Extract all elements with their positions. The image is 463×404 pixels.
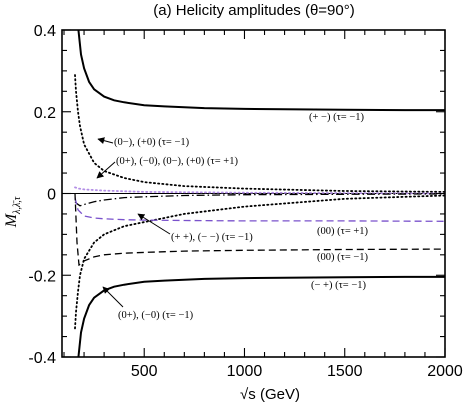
x-axis-label: √s (GeV) bbox=[240, 386, 300, 403]
series-line-0 bbox=[77, 30, 445, 112]
annotation-layer: (+ −) (τ= −1) (0−), (+0) (τ= −1) (0+), (−0… bbox=[96, 112, 369, 321]
y-tick-label: 0.2 bbox=[34, 105, 56, 122]
series-line-7 bbox=[74, 193, 445, 267]
series-line-4 bbox=[74, 186, 445, 195]
series-line-5 bbox=[74, 193, 445, 207]
svg-text:Mλ,λ̄,τ: Mλ,λ̄,τ bbox=[3, 196, 23, 228]
x-tick-label: 500 bbox=[131, 363, 158, 380]
annotation-label-1: (0−), (+0) (τ= −1) bbox=[114, 137, 190, 148]
y-tick-label: 0 bbox=[47, 187, 56, 204]
x-tick-label: 1000 bbox=[227, 363, 263, 380]
series-layer bbox=[62, 30, 445, 357]
y-axis-label-main: M bbox=[3, 212, 20, 228]
annotation-label-5: (00) (τ= −1) bbox=[317, 252, 369, 263]
y-tick-label: 0.4 bbox=[34, 23, 56, 40]
annotation-label-2: (0+), (−0), (0−), (+0) (τ= +1) bbox=[116, 156, 238, 167]
axis-layer: 500 1000 1500 2000 -0.4 -0.2 0 0.2 0.4 bbox=[28, 23, 462, 380]
annotation-label-7: (0+), (−0) (τ= −1) bbox=[118, 310, 194, 321]
chart-title: (a) Helicity amplitudes (θ=90°) bbox=[153, 2, 355, 19]
y-axis-label-subscript: λ,λ̄,τ bbox=[12, 196, 23, 215]
annotation-label-4: (00) (τ= +1) bbox=[317, 226, 369, 237]
y-tick-label: -0.2 bbox=[28, 268, 56, 285]
annotation-arrow-7 bbox=[102, 286, 124, 308]
annotation-arrow-1 bbox=[97, 137, 114, 145]
annotation-label-0: (+ −) (τ= −1) bbox=[309, 112, 365, 123]
series-line-2 bbox=[74, 74, 445, 193]
annotation-arrow-3 bbox=[137, 213, 171, 235]
annotation-label-6: (− +) (τ= −1) bbox=[311, 280, 367, 291]
series-line-1 bbox=[77, 275, 445, 357]
x-tick-label: 1500 bbox=[327, 363, 363, 380]
series-line-6 bbox=[74, 197, 445, 222]
series-line-3 bbox=[74, 194, 445, 330]
y-tick-label: -0.4 bbox=[28, 350, 56, 367]
y-axis-label: Mλ,λ̄,τ bbox=[3, 196, 23, 228]
annotation-arrow-2 bbox=[96, 161, 116, 179]
annotation-label-3: (+ +), (− −) (τ= −1) bbox=[171, 232, 253, 243]
x-tick-label: 2000 bbox=[427, 363, 463, 380]
